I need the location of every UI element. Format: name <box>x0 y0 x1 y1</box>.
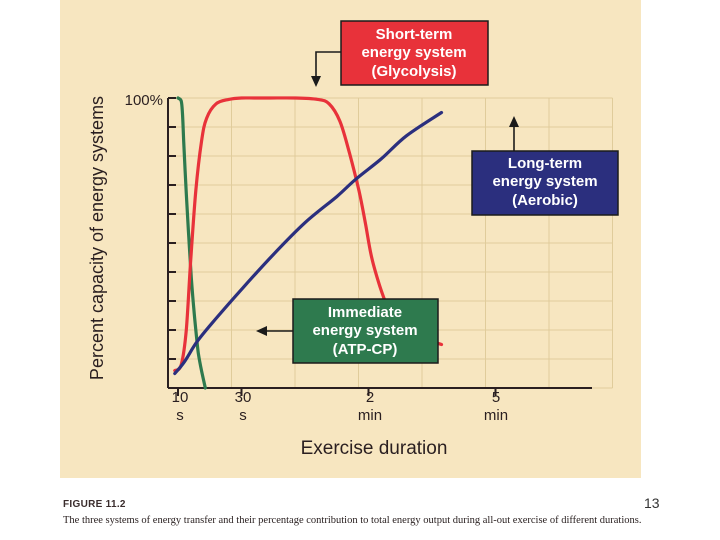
x-tick-label-5min-unit: min <box>484 407 508 424</box>
annotation-immediate-arrowhead <box>256 326 267 336</box>
annotation-short-term-arrow <box>315 51 341 78</box>
x-tick-label-10s-value: 10 <box>172 389 189 406</box>
figure-caption: FIGURE 11.2 The three systems of energy … <box>63 494 653 526</box>
slide-number: 13 <box>644 495 660 511</box>
x-tick-label-2min-value: 2 <box>366 389 374 406</box>
x-tick-label-30s-unit: s <box>239 407 247 424</box>
figure-caption-text: The three systems of energy transfer and… <box>63 515 642 526</box>
annotation-immediate-line2: energy system <box>312 322 417 339</box>
series-line-aerobic <box>173 110 444 376</box>
x-tick-label-30s-value: 30 <box>235 389 252 406</box>
annotation-short-term-line3: (Glycolysis) <box>371 63 456 80</box>
annotation-short-term-arrowhead <box>311 76 321 87</box>
x-tick-label-10s-unit: s <box>176 407 184 424</box>
figure-panel: Percent capacity of energy systems 100% … <box>60 0 641 478</box>
x-axis-label: Exercise duration <box>301 438 448 459</box>
annotation-immediate-line3: (ATP-CP) <box>333 341 398 358</box>
annotation-short-term: Short-term energy system (Glycolysis) <box>311 20 489 87</box>
x-tick-label-5min-value: 5 <box>492 389 500 406</box>
annotation-long-term-line1: Long-term <box>508 155 582 172</box>
annotation-short-term-box <box>340 20 489 86</box>
figure-caption-label: FIGURE 11.2 <box>63 499 126 510</box>
annotation-short-term-line1: Short-term <box>376 26 453 43</box>
energy-systems-chart: Percent capacity of energy systems 100% … <box>60 0 641 478</box>
y-axis-label: Percent capacity of energy systems <box>87 96 107 380</box>
annotation-long-term-arrowhead <box>509 116 519 127</box>
annotation-immediate-line1: Immediate <box>328 304 402 321</box>
x-tick-label-2min-unit: min <box>358 407 382 424</box>
annotation-long-term-line2: energy system <box>492 173 597 190</box>
y-tick-label-100: 100% <box>125 92 163 109</box>
annotation-short-term-line2: energy system <box>361 44 466 61</box>
annotation-long-term-box <box>471 150 619 216</box>
axis-layer <box>167 97 592 396</box>
annotation-immediate: Immediate energy system (ATP-CP) <box>256 298 439 364</box>
annotation-long-term-line3: (Aerobic) <box>512 192 578 209</box>
annotation-immediate-box <box>292 298 439 364</box>
annotation-long-term: Long-term energy system (Aerobic) <box>471 116 619 216</box>
